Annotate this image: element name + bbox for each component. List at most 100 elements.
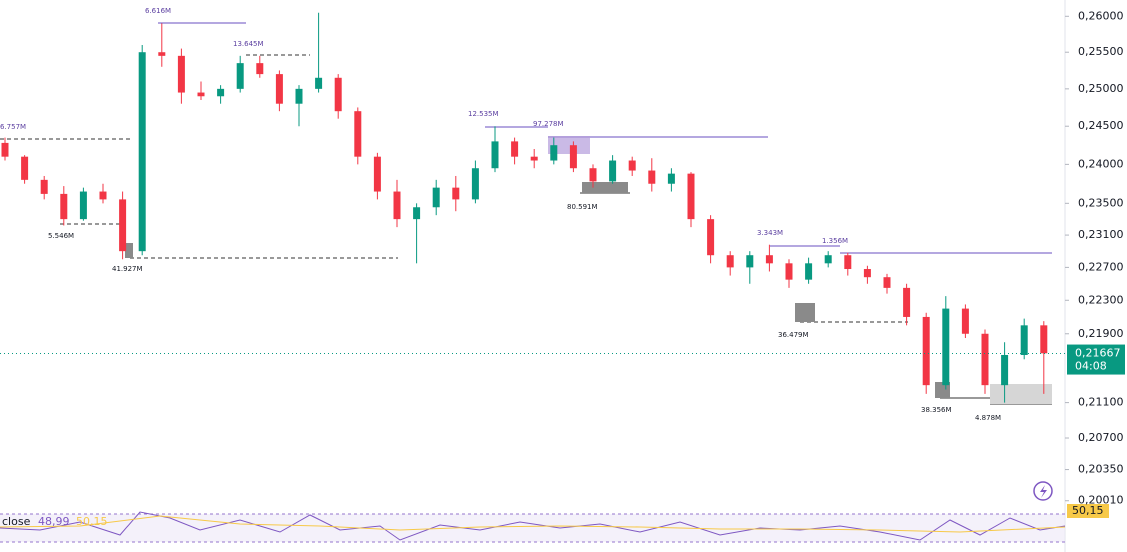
candle-body: [197, 92, 205, 97]
candle-body: [550, 145, 558, 161]
y-tick-label: 0,25000: [1078, 82, 1124, 95]
y-tick-label: 0,21100: [1078, 396, 1124, 409]
indicator-value: 48,99: [38, 515, 70, 528]
candle-body: [687, 173, 695, 220]
candle-body: [511, 141, 519, 157]
y-tick-label: 0,20350: [1078, 463, 1124, 476]
candle-body: [746, 255, 754, 268]
y-tick-label: 0,20700: [1078, 431, 1124, 444]
candle-body: [354, 111, 362, 157]
candle-body: [60, 193, 68, 220]
candle-body: [785, 263, 793, 280]
candle-body: [942, 308, 950, 386]
alert-icon[interactable]: [1033, 481, 1053, 501]
zone: [548, 136, 590, 154]
candle-body: [844, 255, 852, 270]
candle-body: [119, 199, 127, 252]
candle-body: [99, 191, 107, 200]
candle-body: [1001, 355, 1009, 386]
candle-body: [961, 308, 969, 334]
last-price-badge: [1067, 344, 1125, 375]
candle-body: [413, 207, 421, 220]
candle-body: [609, 160, 617, 182]
candle-body: [40, 179, 48, 194]
candle-body: [275, 74, 283, 104]
indicator-value: 50,15: [76, 515, 108, 528]
zone: [582, 182, 628, 193]
indicator-badge: [1067, 504, 1109, 518]
candle-body: [295, 88, 303, 104]
candle-body: [863, 269, 871, 278]
candle-body: [628, 160, 636, 171]
candle-body: [217, 88, 225, 97]
y-tick-label: 0,22700: [1078, 260, 1124, 273]
candle-body: [158, 52, 166, 56]
annotation: 13.645M: [233, 40, 264, 48]
zone: [125, 243, 133, 258]
candle-body: [883, 277, 891, 288]
y-tick-label: 0,24500: [1078, 119, 1124, 132]
annotation: 80.591M: [567, 203, 598, 211]
candle-body: [1040, 325, 1048, 354]
candle-body: [315, 77, 323, 89]
annotation: 38.356M: [921, 406, 952, 414]
candle-body: [805, 263, 813, 280]
candle-body: [236, 63, 244, 89]
candle-body: [1020, 325, 1028, 356]
annotation: 41.927M: [112, 265, 143, 273]
candle-body: [393, 191, 401, 220]
annotation: 36.479M: [778, 331, 809, 339]
candle-body: [471, 168, 479, 200]
y-tick-label: 0,25500: [1078, 45, 1124, 58]
zone: [795, 303, 815, 322]
y-tick-label: 0,21900: [1078, 327, 1124, 340]
indicator-name: close: [2, 515, 31, 528]
candle-body: [981, 333, 989, 386]
indicator-line: [0, 511, 1066, 541]
candle-body: [334, 77, 342, 112]
candle-body: [824, 255, 832, 264]
candle-body: [79, 191, 87, 220]
candle-body: [1, 142, 9, 157]
candle-body: [726, 255, 734, 268]
candle-body: [667, 173, 675, 184]
countdown: 04:08: [1075, 360, 1107, 373]
candle-body: [648, 170, 656, 184]
indicator-axis-label: 50,15: [1072, 504, 1104, 517]
candle-body: [922, 316, 930, 386]
y-tick-label: 0,23500: [1078, 196, 1124, 209]
candle-body: [256, 63, 264, 75]
annotation: 5.546M: [48, 232, 74, 240]
levels: [0, 22, 1052, 405]
candle-body: [530, 156, 538, 161]
y-tick-label: 0,26000: [1078, 9, 1124, 22]
candle-body: [569, 145, 577, 169]
annotation: 1.356M: [822, 237, 848, 245]
candle-body: [589, 168, 597, 182]
annotations: 6.616M 13.645M 6.757M 5.546M 41.927M 12.…: [0, 7, 1001, 422]
annotation: 6.757M: [0, 123, 26, 131]
candle-body: [491, 141, 499, 169]
annotation: 6.616M: [145, 7, 171, 15]
indicator-signal: [0, 515, 1066, 533]
indicator-band: [0, 514, 1065, 542]
y-tick-label: 0,22300: [1078, 293, 1124, 306]
y-tick-label: 0,23100: [1078, 228, 1124, 241]
candle-body: [903, 287, 911, 317]
zone: [990, 384, 1052, 404]
y-tick-label: 0,20010: [1078, 494, 1124, 507]
alert-bolt: [1040, 485, 1047, 498]
y-tick-label: 0,24000: [1078, 157, 1124, 170]
last-price-label: 0,21667: [1075, 347, 1121, 360]
candle-body: [452, 187, 460, 200]
candle-body: [21, 156, 29, 180]
candle-body: [765, 255, 773, 264]
annotation: 3.343M: [757, 229, 783, 237]
candle-body: [707, 219, 715, 256]
annotation: 12.535M: [468, 110, 499, 118]
candle-body: [432, 187, 440, 208]
annotation: 97.278M: [533, 120, 564, 128]
candle-body: [177, 55, 185, 93]
candle-body: [373, 156, 381, 192]
